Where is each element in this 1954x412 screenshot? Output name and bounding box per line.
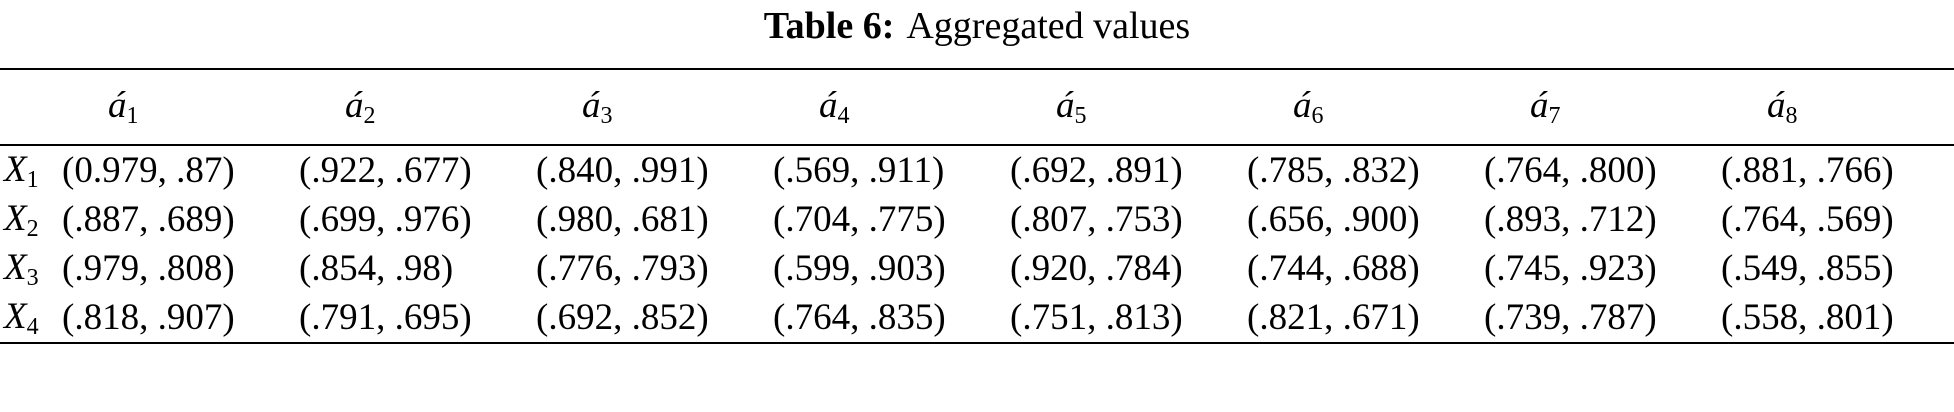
column-header: á3 bbox=[532, 69, 769, 145]
header-sub: 7 bbox=[1548, 103, 1561, 129]
row-label-base: X bbox=[4, 148, 27, 190]
header-base: á bbox=[345, 85, 364, 126]
table-cell: (.980, .681) bbox=[536, 199, 709, 240]
header-base: á bbox=[1767, 85, 1786, 126]
table-cell: (.751, .813) bbox=[1010, 297, 1183, 338]
column-header: á1 bbox=[58, 69, 295, 145]
table-cell: (.807, .753) bbox=[1010, 199, 1183, 240]
header-row: á1 á2 á3 á4 á5 á6 á7 á8 bbox=[0, 69, 1954, 145]
row-label: X1 bbox=[0, 145, 58, 195]
table-row: X2 (.887, .689) (.699, .976) (.980, .681) (.… bbox=[0, 195, 1954, 244]
data-table: á1 á2 á3 á4 á5 á6 á7 á8 X1 (0.979, .87) (.922, .6… bbox=[0, 68, 1954, 344]
table-cell: (.692, .852) bbox=[536, 297, 709, 338]
column-header: á2 bbox=[295, 69, 532, 145]
table-cell: (.764, .569) bbox=[1721, 199, 1894, 240]
header-sub: 2 bbox=[363, 103, 376, 129]
header-sub: 4 bbox=[837, 103, 850, 129]
table-cell: (.776, .793) bbox=[536, 248, 709, 289]
row-label: X4 bbox=[0, 293, 58, 343]
column-header: á5 bbox=[1006, 69, 1243, 145]
table-row: X4 (.818, .907) (.791, .695) (.692, .852) (.… bbox=[0, 293, 1954, 343]
header-sub: 1 bbox=[126, 103, 139, 129]
table-cell: (.656, .900) bbox=[1247, 199, 1420, 240]
table-cell: (.922, .677) bbox=[299, 150, 472, 191]
row-label-sub: 2 bbox=[26, 215, 39, 242]
table-cell: (.569, .911) bbox=[773, 150, 945, 191]
table-cell: (.699, .976) bbox=[299, 199, 472, 240]
table-cell: (.854, .98) bbox=[299, 248, 454, 289]
table-cell: (0.979, .87) bbox=[62, 150, 235, 191]
table-cell: (.979, .808) bbox=[62, 248, 235, 289]
row-label: X2 bbox=[0, 195, 58, 244]
table-cell: (.920, .784) bbox=[1010, 248, 1183, 289]
table-cell: (.558, .801) bbox=[1721, 297, 1894, 338]
column-header: á8 bbox=[1717, 69, 1954, 145]
table-cell: (.549, .855) bbox=[1721, 248, 1894, 289]
table-cell: (.840, .991) bbox=[536, 150, 709, 191]
header-sub: 5 bbox=[1074, 103, 1087, 129]
table-row: X1 (0.979, .87) (.922, .677) (.840, .991) (.… bbox=[0, 145, 1954, 195]
row-label-base: X bbox=[4, 197, 27, 239]
table-cell: (.704, .775) bbox=[773, 199, 946, 240]
table-cell: (.744, .688) bbox=[1247, 248, 1420, 289]
header-base: á bbox=[1530, 85, 1549, 126]
row-label-sub: 1 bbox=[26, 166, 39, 193]
table-cell: (.893, .712) bbox=[1484, 199, 1657, 240]
header-sub: 6 bbox=[1311, 103, 1324, 129]
table-cell: (.881, .766) bbox=[1721, 150, 1894, 191]
table-cell: (.764, .800) bbox=[1484, 150, 1657, 191]
row-label-base: X bbox=[4, 295, 27, 337]
table-cell: (.764, .835) bbox=[773, 297, 946, 338]
table-cell: (.887, .689) bbox=[62, 199, 235, 240]
table-cell: (.692, .891) bbox=[1010, 150, 1183, 191]
caption-text: Aggregated values bbox=[906, 5, 1191, 47]
header-base: á bbox=[108, 85, 127, 126]
table-cell: (.599, .903) bbox=[773, 248, 946, 289]
table-cell: (.818, .907) bbox=[62, 297, 235, 338]
row-label-sub: 4 bbox=[26, 313, 39, 340]
table-cell: (.739, .787) bbox=[1484, 297, 1657, 338]
row-label-base: X bbox=[4, 246, 27, 288]
table-caption: Table 6: Aggregated values bbox=[0, 0, 1954, 50]
header-base: á bbox=[819, 85, 838, 126]
header-base: á bbox=[1056, 85, 1075, 126]
row-label: X3 bbox=[0, 244, 58, 293]
header-base: á bbox=[1293, 85, 1312, 126]
table-cell: (.821, .671) bbox=[1247, 297, 1420, 338]
header-sub: 3 bbox=[600, 103, 613, 129]
column-header: á7 bbox=[1480, 69, 1717, 145]
table-cell: (.745, .923) bbox=[1484, 248, 1657, 289]
column-header: á4 bbox=[769, 69, 1006, 145]
column-header: á6 bbox=[1243, 69, 1480, 145]
table-body: X1 (0.979, .87) (.922, .677) (.840, .991) (.… bbox=[0, 145, 1954, 343]
header-base: á bbox=[582, 85, 601, 126]
table-cell: (.791, .695) bbox=[299, 297, 472, 338]
corner-cell bbox=[0, 69, 58, 145]
header-sub: 8 bbox=[1785, 103, 1798, 129]
caption-label: Table 6: bbox=[763, 5, 895, 47]
table-cell: (.785, .832) bbox=[1247, 150, 1420, 191]
table-row: X3 (.979, .808) (.854, .98) (.776, .793) (.5… bbox=[0, 244, 1954, 293]
row-label-sub: 3 bbox=[26, 264, 39, 291]
